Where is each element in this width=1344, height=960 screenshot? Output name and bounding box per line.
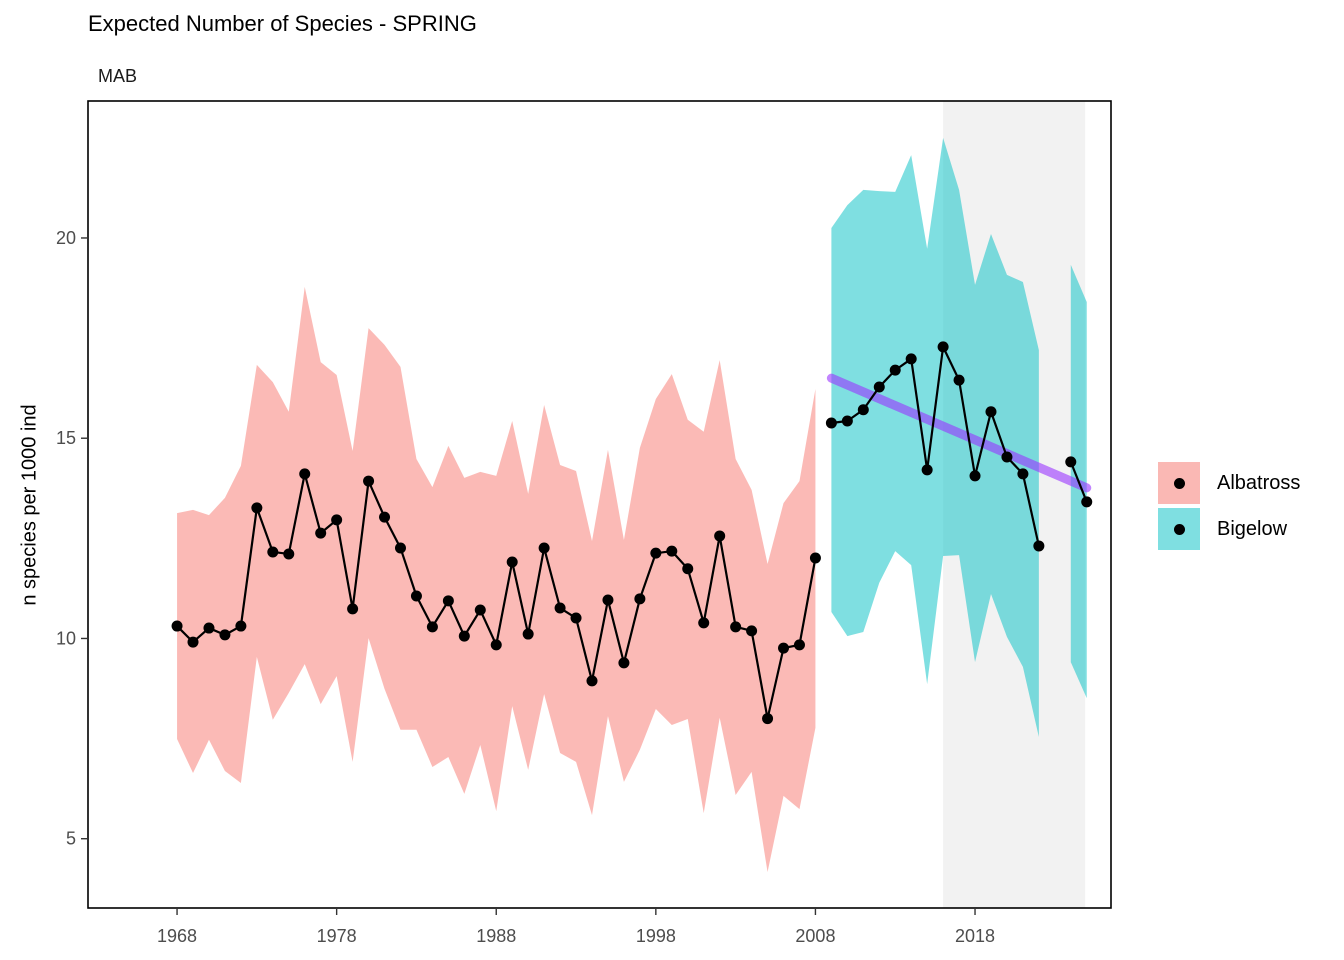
legend-label: Bigelow <box>1217 517 1288 540</box>
data-point-albatross <box>331 514 343 526</box>
legend-key-bigelow <box>1158 508 1200 550</box>
ribbon-albatross <box>177 286 816 872</box>
x-tick-label: 2018 <box>955 926 995 946</box>
data-point-albatross <box>394 542 406 554</box>
data-point-albatross <box>666 545 678 557</box>
data-point-albatross <box>586 675 598 687</box>
data-point-albatross <box>714 530 726 542</box>
data-point-bigelow <box>889 364 901 376</box>
data-point-albatross <box>363 475 375 487</box>
data-point-bigelow <box>937 341 949 353</box>
data-point-albatross <box>746 625 758 637</box>
data-point-bigelow <box>921 464 933 476</box>
y-tick-label: 15 <box>56 428 76 448</box>
legend-item-bigelow: Bigelow <box>1158 506 1300 552</box>
data-point-albatross <box>458 630 470 642</box>
data-point-albatross <box>442 595 454 607</box>
data-point-albatross <box>634 593 646 605</box>
data-point-albatross <box>682 563 694 575</box>
point-marker-icon <box>1174 524 1185 535</box>
data-point-albatross <box>187 636 199 648</box>
data-point-bigelow <box>1065 456 1077 468</box>
y-axis: 5 10 15 20 <box>56 228 88 849</box>
x-tick-label: 1998 <box>636 926 676 946</box>
data-point-albatross <box>490 639 502 651</box>
legend-item-albatross: Albatross <box>1158 460 1300 506</box>
data-point-albatross <box>778 642 790 654</box>
point-marker-icon <box>1174 478 1185 489</box>
y-tick-label: 5 <box>66 829 76 849</box>
data-point-albatross <box>299 468 311 480</box>
data-point-bigelow <box>873 381 885 393</box>
data-point-albatross <box>235 620 247 632</box>
x-tick-label: 1968 <box>157 926 197 946</box>
data-point-albatross <box>171 620 183 632</box>
data-point-bigelow <box>1017 468 1029 480</box>
line-bigelow <box>1069 461 1088 503</box>
data-point-albatross <box>698 617 710 629</box>
x-tick-label: 1978 <box>317 926 357 946</box>
data-point-albatross <box>474 604 486 616</box>
data-point-albatross <box>315 527 327 539</box>
panel-border <box>87 100 1112 909</box>
data-point-albatross <box>522 628 534 640</box>
data-point-bigelow <box>985 406 997 418</box>
data-point-albatross <box>730 621 742 633</box>
legend-label: Albatross <box>1217 471 1301 494</box>
data-point-bigelow <box>1033 540 1045 552</box>
y-tick-label: 20 <box>56 228 76 248</box>
legend-key-albatross <box>1158 462 1200 504</box>
data-point-albatross <box>283 548 295 560</box>
data-point-albatross <box>650 547 662 559</box>
data-point-bigelow <box>969 470 981 482</box>
data-point-albatross <box>602 594 614 606</box>
data-point-albatross <box>793 639 805 651</box>
data-point-albatross <box>426 621 438 633</box>
data-point-albatross <box>203 622 215 634</box>
data-point-albatross <box>267 546 279 558</box>
chart-subtitle: MAB <box>98 66 138 86</box>
chart-title: Expected Number of Species - SPRING <box>88 11 477 36</box>
data-point-bigelow <box>857 404 869 416</box>
data-point-bigelow <box>953 374 965 386</box>
data-point-albatross <box>347 603 359 615</box>
data-point-albatross <box>506 556 518 568</box>
legend: Albatross Bigelow <box>1158 460 1300 552</box>
data-point-albatross <box>618 657 630 669</box>
data-point-bigelow <box>905 353 917 365</box>
data-point-bigelow <box>1081 496 1093 508</box>
data-point-bigelow <box>1001 451 1013 463</box>
data-point-albatross <box>251 502 263 514</box>
data-point-albatross <box>762 713 774 725</box>
data-point-albatross <box>219 629 231 641</box>
x-tick-label: 2008 <box>795 926 835 946</box>
ribbon-bigelow <box>831 137 1039 737</box>
y-tick-label: 10 <box>56 628 76 648</box>
x-axis: 1968 1978 1988 1998 2008 2018 <box>157 908 995 946</box>
data-point-albatross <box>410 590 422 602</box>
data-point-bigelow <box>825 417 837 429</box>
data-point-albatross <box>570 612 582 624</box>
data-point-albatross <box>809 552 821 564</box>
x-tick-label: 1988 <box>476 926 516 946</box>
data-point-albatross <box>379 511 391 523</box>
data-point-bigelow <box>841 415 853 427</box>
data-point-albatross <box>554 602 566 614</box>
data-point-albatross <box>538 542 550 554</box>
